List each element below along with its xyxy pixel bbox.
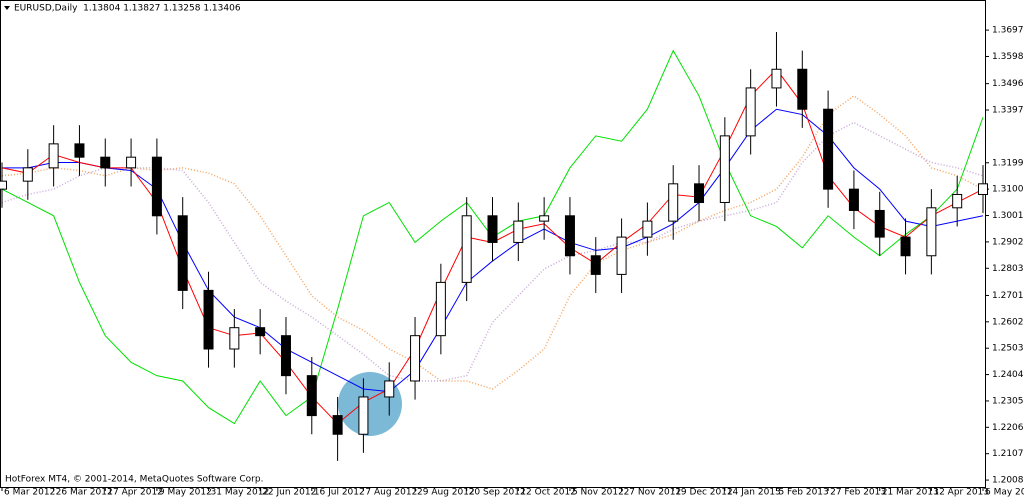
candle-body bbox=[590, 255, 601, 275]
candle-body bbox=[900, 236, 911, 257]
x-tick-label: 16 Jul 2012 bbox=[314, 488, 365, 498]
candle-body bbox=[848, 188, 859, 211]
x-tick-label: 9 May 2012 bbox=[159, 488, 212, 498]
candle-body bbox=[151, 156, 162, 217]
y-tick-label: 1.36970 bbox=[992, 26, 1024, 36]
x-tick-label: 5 Feb 2013 bbox=[778, 488, 828, 498]
x-tick-label: 12 Apr 2013 bbox=[933, 488, 989, 498]
candle-body bbox=[74, 143, 85, 158]
x-tick-label: 21 Mar 2013 bbox=[882, 488, 939, 498]
y-tick-label: 1.33970 bbox=[992, 106, 1024, 116]
x-tick-label: 5 Nov 2012 bbox=[572, 488, 624, 498]
candle-body bbox=[797, 68, 808, 110]
y-tick-label: 1.28030 bbox=[992, 264, 1024, 274]
y-tick-label: 1.22060 bbox=[992, 423, 1024, 433]
candle-body bbox=[564, 215, 575, 257]
x-tick-label: 31 May 2012 bbox=[211, 488, 270, 498]
candle-body bbox=[719, 135, 730, 203]
y-tick-label: 1.35980 bbox=[992, 52, 1024, 62]
candle-body bbox=[332, 415, 343, 435]
chart-title: EURUSD,Daily 1.13804 1.13827 1.13258 1.1… bbox=[14, 4, 241, 14]
x-tick-label: 6 May 2013 bbox=[985, 488, 1024, 498]
footer: HotForex MT4, © 2001-2014, MetaQuotes So… bbox=[5, 475, 263, 485]
candle-body bbox=[745, 87, 756, 137]
candle-body bbox=[771, 68, 782, 89]
y-tick-label: 1.23050 bbox=[992, 396, 1024, 406]
candle-body bbox=[874, 209, 885, 238]
candle-body bbox=[100, 156, 111, 169]
y-tick-label: 1.20080 bbox=[992, 476, 1024, 486]
candle-body bbox=[203, 289, 214, 350]
y-tick-label: 1.24040 bbox=[992, 370, 1024, 380]
x-tick-label: 22 Jun 2012 bbox=[262, 488, 316, 498]
x-tick-label: 7 Aug 2012 bbox=[365, 488, 417, 498]
x-tick-label: 14 Jan 2013 bbox=[727, 488, 781, 498]
candle-body bbox=[358, 396, 369, 435]
candle-body bbox=[22, 167, 33, 182]
indicator-line bbox=[1, 94, 984, 390]
candle-body bbox=[823, 108, 834, 190]
candle-body bbox=[926, 207, 937, 257]
candle-body bbox=[642, 220, 653, 238]
candle-body bbox=[0, 180, 7, 190]
x-tick-label: 12 Oct 2012 bbox=[520, 488, 576, 498]
x-tick-label: 27 Nov 2012 bbox=[624, 488, 682, 498]
candle-body bbox=[513, 220, 524, 243]
candle-body bbox=[616, 236, 627, 275]
y-tick-label: 1.25030 bbox=[992, 344, 1024, 354]
y-tick-label: 1.31000 bbox=[992, 185, 1024, 195]
candle-body bbox=[539, 215, 550, 222]
candle-body bbox=[461, 215, 472, 283]
candle-body bbox=[255, 327, 266, 337]
candle-body bbox=[229, 327, 240, 350]
x-tick-label: 20 Sep 2012 bbox=[469, 488, 526, 498]
candle-body bbox=[306, 375, 317, 417]
candle-body bbox=[668, 183, 679, 222]
dropdown-icon bbox=[4, 6, 10, 10]
x-tick-label: 6 Mar 2012 bbox=[4, 488, 55, 498]
candle-body bbox=[177, 215, 188, 291]
candle-body bbox=[384, 380, 395, 398]
x-tick-label: 27 Feb 2013 bbox=[830, 488, 886, 498]
y-tick-label: 1.21070 bbox=[992, 449, 1024, 459]
candle-body bbox=[48, 143, 59, 169]
candle-body bbox=[280, 335, 291, 377]
x-tick-label: 26 Mar 2012 bbox=[56, 488, 113, 498]
x-tick-label: 17 Apr 2012 bbox=[107, 488, 163, 498]
candle-body bbox=[126, 156, 137, 169]
y-tick-label: 1.27010 bbox=[992, 291, 1024, 301]
candle-body bbox=[487, 215, 498, 243]
x-tick-label: 29 Aug 2012 bbox=[417, 488, 475, 498]
candle-body bbox=[435, 281, 446, 337]
candle-body bbox=[410, 335, 421, 382]
y-tick-label: 1.34960 bbox=[992, 79, 1024, 89]
y-tick-label: 1.31990 bbox=[992, 158, 1024, 168]
y-tick-label: 1.29020 bbox=[992, 237, 1024, 247]
y-tick-label: 1.30010 bbox=[992, 211, 1024, 221]
x-tick-label: 19 Dec 2012 bbox=[675, 488, 733, 498]
candle-body bbox=[978, 183, 988, 195]
y-tick-label: 1.26020 bbox=[992, 317, 1024, 327]
candle-body bbox=[694, 183, 705, 203]
candle-body bbox=[952, 193, 963, 209]
